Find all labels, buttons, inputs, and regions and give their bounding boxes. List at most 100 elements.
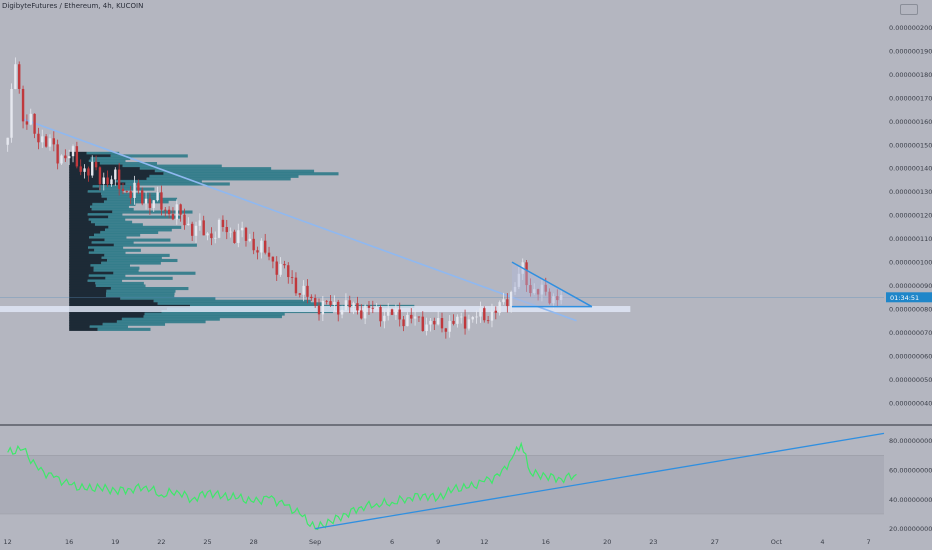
candle-body [413, 316, 417, 319]
time-axis-label: 22 [157, 538, 165, 546]
volume-profile-bar [99, 162, 157, 166]
volume-profile-bar [69, 233, 95, 237]
candle-body [348, 300, 351, 308]
candle-body [502, 299, 505, 303]
volume-profile-bar [69, 256, 102, 260]
rsi-trendline[interactable] [315, 432, 885, 530]
volume-profile-bar [91, 241, 134, 245]
candle-body [337, 301, 340, 315]
volume-profile-bar [69, 253, 105, 257]
volume-profile-bar [106, 292, 175, 296]
candle-body [394, 309, 398, 315]
rsi-axis-label: 40.0000000000 [889, 496, 932, 504]
volume-profile-bar [69, 266, 94, 270]
volume-profile-bar [69, 315, 144, 319]
candle-body [533, 289, 536, 294]
candle-body [214, 237, 217, 239]
candle-body [494, 310, 498, 313]
volume-profile-bar [100, 230, 159, 234]
candle-body [52, 138, 56, 145]
candle-body [225, 226, 228, 233]
volume-profile-bar [94, 223, 143, 227]
candle-body [310, 296, 313, 299]
candle-body [6, 137, 9, 145]
candle-body [509, 291, 513, 307]
candle-body [10, 88, 13, 138]
volume-profile-bar [94, 248, 141, 252]
volume-profile-bar [113, 271, 196, 275]
candle-body [552, 296, 555, 304]
rsi-axis-label: 80.0000000000 [889, 437, 932, 445]
candle-body [25, 121, 29, 125]
volume-profile-bar [69, 322, 103, 326]
volume-profile-bar [69, 312, 145, 316]
volume-profile-bar [163, 172, 339, 176]
price-axis-label: 0.0000001500 [889, 141, 932, 149]
candle-body [275, 261, 278, 275]
candle-body [152, 200, 155, 208]
candle-body [475, 316, 478, 318]
volume-profile-bar [69, 159, 89, 163]
price-pane[interactable] [0, 57, 884, 339]
candle-body [244, 227, 248, 241]
price-axis-label: 0.0000000400 [889, 399, 932, 407]
candle-body [264, 240, 267, 253]
candle-body [29, 113, 32, 125]
volume-profile-bar [69, 289, 107, 293]
volume-profile-bar [69, 156, 91, 161]
candle-body [148, 198, 152, 208]
volume-profile-bar [69, 218, 89, 222]
candle-body [425, 324, 428, 332]
candle-body [229, 231, 232, 233]
candle-body [329, 301, 332, 305]
chart-title: DigibyteFutures / Ethereum, 4h, KUCOIN [2, 2, 144, 10]
downtrend-line[interactable] [22, 118, 577, 322]
volume-profile-bar [69, 167, 140, 171]
volume-profile-bar [69, 281, 96, 286]
volume-profile-bar [69, 238, 105, 242]
volume-profile-bar [69, 210, 113, 214]
volume-profile-bar [113, 243, 197, 247]
candle-body [102, 177, 105, 184]
triangle-upper-line[interactable] [511, 261, 593, 308]
candle-body [44, 136, 48, 147]
candle-body [429, 320, 432, 325]
candle-body [506, 299, 509, 307]
volume-profile-bar [154, 169, 315, 173]
candle-body [160, 192, 163, 210]
time-axis-label: 4 [820, 538, 824, 546]
candle-body [356, 303, 359, 311]
volume-profile-bar [143, 315, 282, 319]
candle-body [298, 293, 301, 295]
candle-body [187, 223, 190, 226]
price-axis-label: 0.0000000600 [889, 352, 932, 360]
volume-profile-bar [92, 184, 137, 189]
volume-profile-bar [157, 302, 323, 306]
volume-profile-bar [86, 151, 120, 155]
candle-body [313, 298, 317, 306]
candle-body [283, 263, 286, 266]
rsi-pane[interactable] [0, 432, 885, 531]
candle-body [529, 285, 532, 294]
candle-body [486, 320, 490, 322]
candle-body [448, 320, 451, 332]
rsi-axis-label: 60.0000000000 [889, 467, 932, 475]
candle-body [398, 309, 401, 320]
volume-profile-bar [116, 320, 206, 324]
volume-profile-bar [88, 218, 126, 222]
candle-body [67, 156, 71, 159]
candle-body [83, 168, 86, 172]
volume-profile-bar [69, 292, 107, 296]
candle-body [317, 305, 321, 315]
candle-body [167, 209, 171, 215]
volume-profile-bar [69, 174, 150, 178]
time-axis-label: 7 [867, 538, 871, 546]
time-axis-label: Oct [771, 538, 783, 546]
candle-body [559, 295, 563, 301]
candle-body [460, 316, 463, 318]
candle-body [463, 316, 467, 329]
scale-settings-button[interactable] [900, 4, 918, 15]
price-axis-label: 0.0000001600 [889, 118, 932, 126]
volume-profile-bar [69, 325, 90, 329]
